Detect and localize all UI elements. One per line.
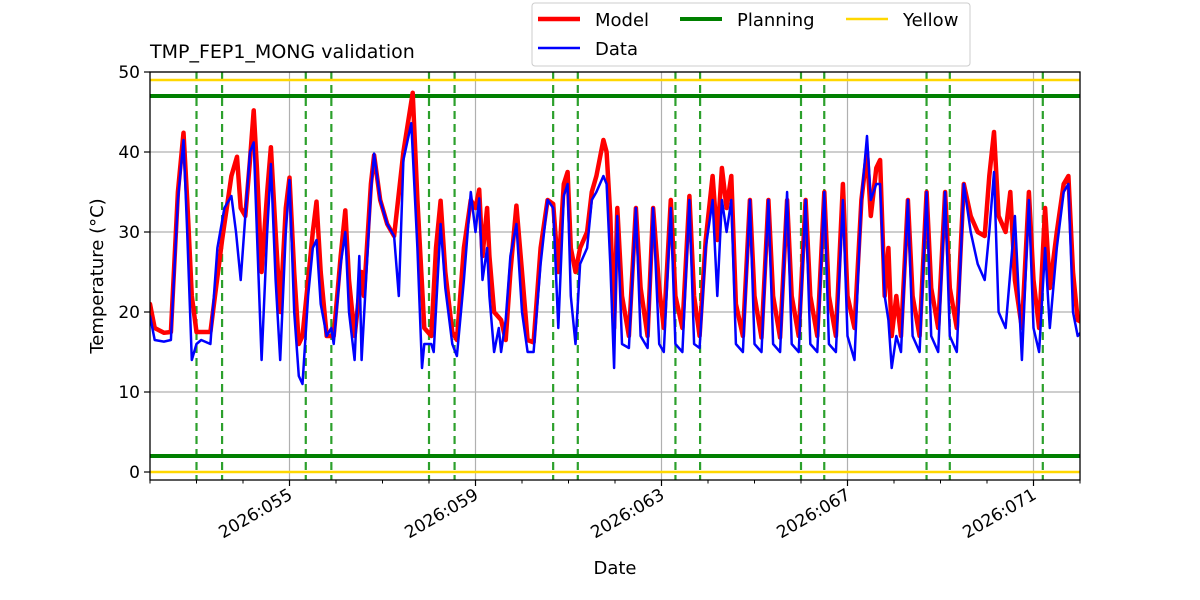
x-tick-label: 2026:055 bbox=[215, 485, 296, 543]
data-series-line bbox=[150, 121, 1080, 386]
y-tick-label: 0 bbox=[129, 463, 140, 483]
y-tick-label: 30 bbox=[118, 223, 140, 243]
x-axis-label: Date bbox=[593, 558, 636, 579]
y-tick-label: 10 bbox=[118, 383, 140, 403]
x-tick-label: 2026:059 bbox=[401, 485, 482, 543]
plot-series-layer bbox=[150, 72, 1080, 480]
legend-label-planning: Planning bbox=[737, 10, 815, 31]
legend-label-data: Data bbox=[595, 39, 638, 60]
x-tick-label: 2026:067 bbox=[773, 485, 854, 543]
y-tick-label: 20 bbox=[118, 303, 140, 323]
legend: Model Data Planning Yellow bbox=[531, 2, 971, 67]
x-tick-label: 2026:063 bbox=[587, 485, 668, 543]
x-tick-label: 2026:071 bbox=[959, 485, 1040, 543]
legend-label-yellow: Yellow bbox=[902, 10, 958, 31]
chart-title: TMP_FEP1_MONG validation bbox=[149, 41, 415, 63]
legend-label-model: Model bbox=[595, 10, 649, 31]
y-tick-label: 40 bbox=[118, 143, 140, 163]
y-tick-label: 50 bbox=[118, 63, 140, 83]
y-axis-label: Temperature (°C) bbox=[87, 198, 108, 354]
